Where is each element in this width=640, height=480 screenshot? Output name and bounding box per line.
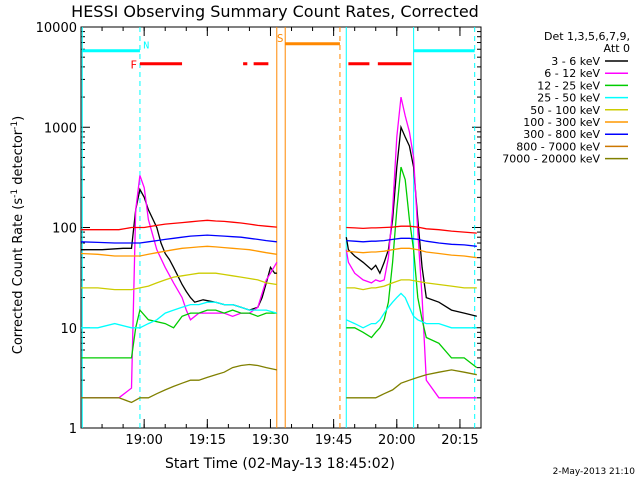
legend-label: 100 - 300 keV bbox=[523, 116, 600, 129]
legend-label: 800 - 7000 keV bbox=[516, 140, 600, 153]
x-tick-label: 19:45 bbox=[315, 433, 352, 448]
y-tick-label: 1000 bbox=[44, 121, 77, 136]
series-line bbox=[80, 234, 477, 247]
legend-label: 50 - 100 keV bbox=[530, 104, 600, 117]
y-tick-label: 10000 bbox=[36, 21, 77, 36]
legend-label: 3 - 6 keV bbox=[551, 55, 600, 68]
y-tick-label: 100 bbox=[52, 222, 77, 237]
legend-header-detectors: Det 1,3,5,6,7,9, bbox=[544, 30, 630, 43]
y-tick-label: 1 bbox=[69, 422, 77, 437]
x-tick-label: 20:15 bbox=[441, 433, 478, 448]
saa-flag-letter: S bbox=[277, 32, 284, 45]
legend-label: 7000 - 20000 keV bbox=[502, 153, 600, 166]
series-line bbox=[81, 363, 477, 404]
x-tick-label: 19:15 bbox=[189, 433, 226, 448]
series-line bbox=[81, 292, 477, 329]
chart-title: HESSI Observing Summary Count Rates, Cor… bbox=[71, 2, 479, 21]
x-axis-label: Start Time (02-May-13 18:45:02) bbox=[165, 456, 395, 472]
series-line bbox=[80, 245, 477, 259]
legend-label: 12 - 25 keV bbox=[537, 79, 600, 92]
legend-label: 25 - 50 keV bbox=[537, 92, 600, 105]
series-line bbox=[81, 272, 477, 291]
legend-label: 6 - 12 keV bbox=[544, 67, 600, 80]
series-line bbox=[81, 96, 477, 399]
footer-timestamp: 2-May-2013 21:10 bbox=[553, 467, 636, 477]
x-tick-label: 20:00 bbox=[378, 433, 415, 448]
plot-area: 1 10 100 1000 10000 19:00 19:15 19:30 19:45 20:00… bbox=[36, 21, 482, 448]
x-tick-label: 19:00 bbox=[125, 433, 162, 448]
y-tick-label: 10 bbox=[60, 322, 77, 337]
flare-flag-letter: F bbox=[130, 59, 137, 72]
x-tick-label: 19:30 bbox=[252, 433, 289, 448]
series-line bbox=[81, 219, 477, 234]
legend-header-attenuator: Att 0 bbox=[604, 42, 630, 55]
y-axis-label: Corrected Count Rate (s-1 detector-1) bbox=[10, 116, 26, 354]
night-flag-letter: N bbox=[143, 41, 149, 52]
legend-label: 300 - 800 keV bbox=[523, 128, 600, 141]
series-line bbox=[81, 166, 478, 369]
